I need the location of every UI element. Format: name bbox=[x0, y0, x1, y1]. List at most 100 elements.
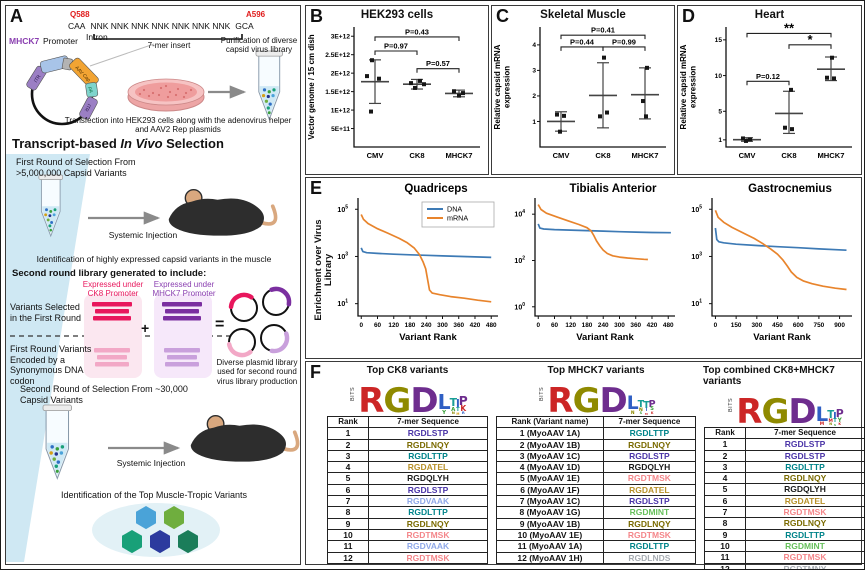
variant-sequence: RGDVAAK bbox=[368, 540, 488, 553]
panel-b: B HEK293 cells 5E+11 1E+12 1.5E+12 2E+12 2.5… bbox=[305, 5, 489, 175]
enrichment-charts-row: Quadriceps 101 103 105 0 60 120 180 240 300 360 420… bbox=[328, 180, 859, 356]
svg-text:P=0.12: P=0.12 bbox=[756, 72, 780, 81]
mouse-illustration bbox=[188, 413, 300, 464]
svg-text:300: 300 bbox=[614, 322, 625, 329]
systemic-injection-2: Systemic Injection bbox=[116, 458, 186, 468]
second-round-caption: Second Round of Selection From ~30,000 C… bbox=[20, 384, 188, 405]
variant-rank: 12 bbox=[704, 562, 746, 569]
variant-row: 8 RGDLNQY bbox=[704, 517, 864, 530]
variant-row: 4 RGDATEL bbox=[327, 461, 488, 474]
svg-text:2: 2 bbox=[532, 93, 536, 100]
panel-d: D Heart 1 5 10 15 Relative capsid mRNA expres… bbox=[677, 5, 862, 175]
q588-label: Q588 bbox=[70, 10, 90, 19]
svg-text:mRNA: mRNA bbox=[447, 214, 468, 223]
variant-rank: 9 bbox=[704, 528, 746, 541]
skeletal-muscle-scatter-chart: 1 2 3 4 Relative capsid mRNA expression CMV CK8… bbox=[493, 26, 666, 160]
plasmid-map: ITR AAV Cap pA ITR bbox=[26, 55, 99, 126]
logo-column: G bbox=[383, 381, 411, 422]
selection-wedge bbox=[6, 154, 90, 562]
virus-library-tube bbox=[255, 50, 284, 120]
sequence-column-header: 7-mer Sequence bbox=[745, 426, 864, 440]
svg-text:420: 420 bbox=[470, 322, 481, 329]
variant-row: 4 (MyoAAV 1D) RGDQLYH bbox=[496, 461, 697, 474]
hek293-scatter-chart: 5E+11 1E+12 1.5E+12 2E+12 2.5E+12 3E+12 Vector… bbox=[307, 27, 480, 160]
svg-text:Tibialis Anterior: Tibialis Anterior bbox=[570, 183, 657, 195]
variant-sequence: RGDTMNY bbox=[745, 562, 864, 569]
svg-text:Variant Rank: Variant Rank bbox=[576, 332, 634, 343]
variant-sequence: RGDLNQY bbox=[368, 517, 488, 530]
svg-text:P=0.99: P=0.99 bbox=[612, 37, 636, 46]
variant-rank: 3 (MyoAAV 1C) bbox=[496, 449, 604, 463]
svg-text:750: 750 bbox=[814, 322, 825, 329]
svg-text:Variant Rank: Variant Rank bbox=[753, 332, 811, 343]
variant-rank: 5 (MyoAAV 1E) bbox=[496, 472, 604, 485]
svg-text:**: ** bbox=[784, 21, 795, 35]
svg-text:1E+12: 1E+12 bbox=[331, 107, 351, 114]
svg-text:450: 450 bbox=[772, 322, 783, 329]
svg-text:CMV: CMV bbox=[739, 151, 757, 160]
variant-sequence: RGDQLYH bbox=[602, 461, 697, 474]
combined-variant-table: Rank 7-mer Sequence 1 RGDLSTP 2 RGDLSTP 3 RGD… bbox=[704, 426, 864, 569]
svg-text:360: 360 bbox=[453, 322, 464, 329]
variant-sequence: RGDLSTP bbox=[745, 438, 864, 451]
rank-column-header: Rank (Variant name) bbox=[496, 415, 604, 429]
logo-column: G bbox=[572, 381, 601, 422]
variant-row: 3 RGDLTTP bbox=[704, 460, 864, 474]
variant-rank: 11 (MyoAAV 1A) bbox=[496, 540, 604, 553]
insert-bracket bbox=[93, 34, 243, 40]
svg-text:240: 240 bbox=[598, 322, 609, 329]
variant-sequence: RGDMINT bbox=[745, 539, 864, 553]
svg-text:CMV: CMV bbox=[553, 151, 571, 160]
transfection-caption: Transfection into HEK293 cells along wit… bbox=[64, 116, 292, 135]
svg-text:60: 60 bbox=[374, 322, 382, 329]
bits-axis-label: BITS bbox=[539, 386, 546, 401]
variant-sequence: RGDMINT bbox=[602, 506, 697, 519]
panel-d-title: Heart bbox=[754, 9, 785, 21]
svg-text:5E+11: 5E+11 bbox=[331, 126, 350, 133]
svg-text:0: 0 bbox=[714, 322, 718, 329]
panel-b-title: HEK293 cells bbox=[360, 9, 434, 21]
petri-dish bbox=[127, 78, 205, 112]
first-round-variants-label: First Round Variants Encoded by a Synony… bbox=[10, 344, 92, 386]
svg-text:360: 360 bbox=[630, 322, 641, 329]
svg-text:60: 60 bbox=[551, 322, 559, 329]
svg-text:1: 1 bbox=[532, 119, 536, 126]
svg-text:MHCK7: MHCK7 bbox=[817, 151, 844, 160]
svg-text:600: 600 bbox=[793, 322, 804, 329]
intron-label: Intron bbox=[86, 32, 108, 42]
variant-rank: 7 bbox=[327, 495, 369, 508]
svg-text:0: 0 bbox=[536, 322, 540, 329]
variant-sequence: RGDLNDS bbox=[602, 551, 697, 564]
variant-rank: 1 bbox=[704, 438, 746, 451]
svg-text:101: 101 bbox=[691, 299, 702, 309]
variant-row: 2 (MyoAAV 1B) RGDLNQY bbox=[496, 438, 697, 451]
variant-row: 9 RGDLTTP bbox=[704, 528, 864, 541]
variant-rank: 1 bbox=[327, 427, 369, 440]
variant-row: 11 RGDVAAK bbox=[327, 540, 488, 553]
panel-c-title: Skeletal Muscle bbox=[540, 9, 626, 21]
ck8-variant-stack bbox=[84, 294, 142, 378]
sequence-column-header: 7-mer Sequence bbox=[602, 415, 697, 429]
svg-text:*: * bbox=[807, 32, 813, 47]
variant-sequence: RGDQLYH bbox=[745, 483, 864, 496]
identification-2: Identification of the Top Muscle-Tropic … bbox=[61, 490, 247, 500]
svg-text:expression: expression bbox=[689, 66, 698, 108]
svg-text:102: 102 bbox=[514, 255, 525, 265]
variant-rank: 11 bbox=[327, 540, 369, 553]
variant-row: 12 (MyoAAV 1H) RGDLNDS bbox=[496, 551, 697, 564]
variant-sequence: RGDATEL bbox=[602, 483, 697, 497]
logo-column: G bbox=[761, 392, 789, 433]
svg-text:103: 103 bbox=[691, 251, 702, 261]
svg-text:P=0.44: P=0.44 bbox=[570, 37, 595, 46]
svg-text:300: 300 bbox=[437, 322, 448, 329]
svg-text:1.5E+12: 1.5E+12 bbox=[325, 89, 350, 96]
